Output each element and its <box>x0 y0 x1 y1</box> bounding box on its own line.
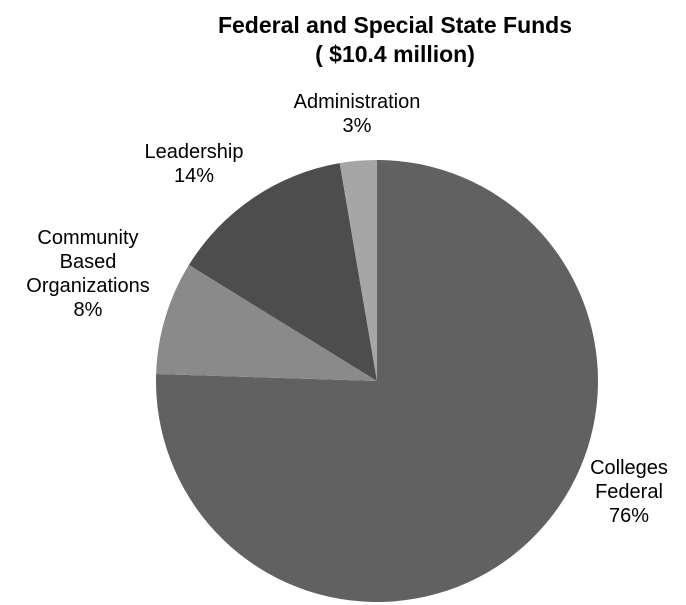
pie-slices <box>156 160 599 602</box>
slice-label-line: Based <box>60 251 117 273</box>
slice-label-line: Colleges <box>590 457 668 479</box>
slice-percent-0: 76% <box>609 505 649 527</box>
slice-percent-3: 3% <box>343 115 372 137</box>
chart-title: Federal and Special State Funds <box>218 12 572 38</box>
pie-slice-3 <box>339 160 377 381</box>
slice-label-0: Colleges Federal 76% <box>590 457 668 527</box>
pie-slice-2 <box>188 163 377 381</box>
slice-label-line: Federal <box>595 481 663 503</box>
slice-label-1: Community Based Organizations 8% <box>26 227 149 321</box>
slice-label-line: Leadership <box>145 141 244 163</box>
slice-percent-1: 8% <box>74 299 103 321</box>
slice-label-2: Leadership 14% <box>145 141 244 187</box>
slice-label-line: Administration <box>294 91 421 113</box>
pie-slice-1 <box>156 264 377 381</box>
slice-percent-2: 14% <box>174 165 214 187</box>
pie-labels: Colleges Federal 76% Community Based Organiza… <box>26 91 668 527</box>
chart-subtitle: ( $10.4 million) <box>315 41 475 67</box>
slice-label-line: Community <box>37 227 138 249</box>
slice-label-line: Organizations <box>26 275 149 297</box>
slice-label-3: Administration 3% <box>294 91 421 137</box>
